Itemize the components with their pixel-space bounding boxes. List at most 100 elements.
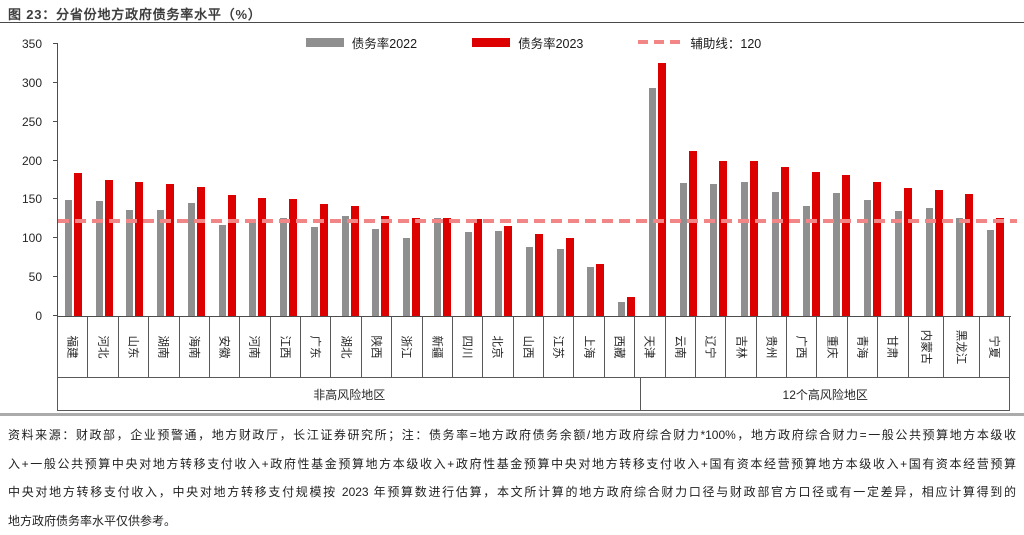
bar-2023-12 [412, 218, 420, 316]
source-note: 资料来源：财政部，企业预警通，地方财政厅，长江证券研究所；注：债务率=地方政府债… [8, 421, 1016, 535]
bar-2022-30 [956, 218, 963, 316]
bar-2022-23 [741, 182, 748, 316]
x-label-cell-6: 安徽 [210, 317, 240, 377]
bar-2022-27 [864, 200, 871, 316]
bar-2023-17 [566, 238, 574, 316]
x-label-cell-5: 海南 [180, 317, 210, 377]
bar-group-15 [488, 44, 519, 316]
x-label-cell-16: 山西 [514, 317, 544, 377]
bar-group-20 [642, 44, 673, 316]
y-tick-150 [53, 198, 58, 199]
bar-2022-6 [219, 225, 226, 316]
plot-area [57, 44, 1011, 317]
bar-2022-20 [649, 88, 656, 316]
source-note-line-1: 资料来源：财政部，企业预警通，地方财政厅，长江证券研究所；注：债务率=地方政府债… [8, 421, 1016, 450]
bar-2022-12 [403, 238, 410, 316]
x-label-cell-14: 四川 [453, 317, 483, 377]
x-label-cell-20: 天津 [635, 317, 665, 377]
bar-2023-14 [474, 219, 482, 316]
bar-2023-3 [135, 182, 143, 316]
x-tick-label-20: 天津 [642, 336, 658, 359]
x-tick-label-1: 福建 [65, 336, 81, 359]
bar-2023-7 [258, 198, 266, 316]
bar-group-28 [888, 44, 919, 316]
x-label-cell-26: 重庆 [817, 317, 847, 377]
y-tick-100 [53, 237, 58, 238]
bar-2022-11 [372, 229, 379, 316]
bar-2022-21 [680, 183, 687, 316]
x-label-cell-24: 贵州 [757, 317, 787, 377]
x-label-cell-12: 浙江 [392, 317, 422, 377]
y-tick-label-50: 50 [2, 269, 42, 285]
bar-2023-6 [228, 195, 236, 316]
x-label-cell-11: 陕西 [362, 317, 392, 377]
y-tick-300 [53, 82, 58, 83]
bar-2023-24 [781, 167, 789, 316]
bar-2022-17 [557, 249, 564, 316]
bar-group-19 [611, 44, 642, 316]
y-tick-label-0: 0 [2, 308, 42, 324]
bar-group-9 [304, 44, 335, 316]
bar-group-12 [396, 44, 427, 316]
x-label-cell-31: 宁夏 [980, 317, 1010, 377]
bar-group-4 [150, 44, 181, 316]
bar-group-18 [581, 44, 612, 316]
bar-2023-28 [904, 188, 912, 316]
figure-title: 图 23：分省份地方政府债务率水平（%） [8, 7, 262, 22]
bar-2022-16 [526, 247, 533, 316]
bar-2023-19 [627, 297, 635, 316]
bar-group-27 [857, 44, 888, 316]
axis-group-1: 非高风险地区 [58, 378, 641, 410]
bar-2022-10 [342, 216, 349, 316]
bar-group-8 [273, 44, 304, 316]
x-tick-label-21: 云南 [672, 336, 688, 359]
bar-2023-13 [443, 218, 451, 316]
x-label-cell-15: 北京 [483, 317, 513, 377]
bar-group-24 [765, 44, 796, 316]
reference-line [58, 219, 1017, 223]
bar-2022-18 [587, 267, 594, 316]
x-label-cell-23: 吉林 [726, 317, 756, 377]
x-tick-label-5: 海南 [186, 336, 202, 359]
bar-2023-16 [535, 234, 543, 316]
bar-group-3 [119, 44, 150, 316]
bar-2023-11 [381, 216, 389, 316]
bar-2022-31 [987, 230, 994, 316]
x-label-cell-9: 广东 [301, 317, 331, 377]
x-tick-label-10: 湖北 [338, 336, 354, 359]
x-tick-label-19: 西藏 [612, 336, 628, 359]
x-label-cell-3: 山东 [119, 317, 149, 377]
y-tick-200 [53, 160, 58, 161]
x-tick-label-2: 河北 [95, 336, 111, 359]
bar-2023-23 [750, 161, 758, 316]
bar-2022-22 [710, 184, 717, 316]
bar-2023-29 [935, 190, 943, 316]
bar-group-29 [919, 44, 950, 316]
x-tick-label-22: 辽宁 [703, 336, 719, 359]
bar-2022-28 [895, 211, 902, 316]
bar-group-5 [181, 44, 212, 316]
y-tick-label-350: 350 [2, 36, 42, 52]
source-note-line-2: 入+一般公共预算中央对地方转移支付收入+政府性基金预算地方本级收入+政府性基金预… [8, 450, 1016, 479]
x-tick-label-12: 浙江 [399, 336, 415, 359]
x-label-cell-19: 西藏 [605, 317, 635, 377]
axis-group-2: 12个高风险地区 [641, 378, 1010, 410]
x-tick-label-9: 广东 [308, 336, 324, 359]
bar-group-14 [458, 44, 489, 316]
bar-2023-27 [873, 182, 881, 316]
x-label-cell-2: 河北 [88, 317, 118, 377]
bar-2022-13 [434, 218, 441, 316]
x-label-cell-8: 江西 [271, 317, 301, 377]
x-tick-label-3: 山东 [125, 336, 141, 359]
source-note-line-4: 地方政府债务率水平仅供参考。 [8, 507, 1016, 535]
x-label-cell-27: 青海 [848, 317, 878, 377]
x-label-cell-29: 内蒙古 [909, 317, 945, 377]
x-tick-label-27: 青海 [855, 336, 871, 359]
y-tick-label-100: 100 [2, 230, 42, 246]
bar-2022-19 [618, 302, 625, 316]
bar-group-25 [796, 44, 827, 316]
x-tick-label-8: 江西 [277, 336, 293, 359]
x-label-cell-10: 湖北 [331, 317, 361, 377]
bar-2022-26 [833, 193, 840, 316]
